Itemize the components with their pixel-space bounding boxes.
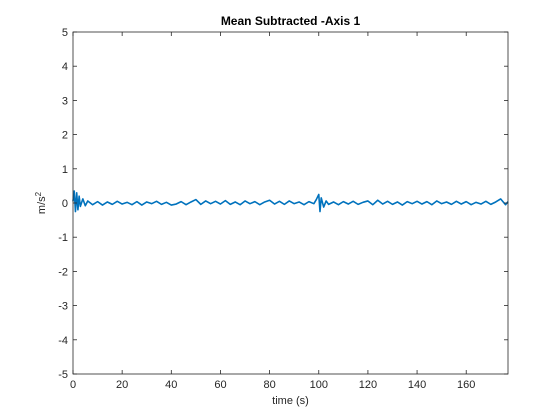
- y-tick-label: -2: [58, 266, 68, 278]
- x-tick-label: 120: [359, 379, 377, 391]
- y-tick-label: 3: [62, 95, 68, 107]
- y-tick-label: 1: [62, 164, 68, 176]
- y-axis-label-base: m/s: [36, 196, 48, 214]
- x-tick-label: 40: [165, 379, 177, 391]
- y-axis-label-exponent: 2: [34, 191, 43, 196]
- ticks-layer: 0 20 40 60 80 100 120 140 160 -5 -4 -3 -2 -1 0 1 2 3 4 5: [58, 27, 508, 391]
- x-tick-label: 80: [263, 379, 275, 391]
- y-axis-label: m/s2: [34, 191, 48, 214]
- y-tick-label: -3: [58, 301, 68, 313]
- y-tick-label: 5: [62, 27, 68, 39]
- series-line: [72, 190, 509, 213]
- series-layer: [72, 190, 509, 213]
- x-tick-label: 60: [214, 379, 226, 391]
- x-tick-label: 160: [457, 379, 475, 391]
- x-tick-label: 100: [310, 379, 328, 391]
- chart-title: Mean Subtracted -Axis 1: [221, 14, 361, 28]
- y-tick-label: 0: [62, 198, 68, 210]
- x-tick-label: 20: [116, 379, 128, 391]
- x-tick-label: 140: [408, 379, 426, 391]
- x-axis-label: time (s): [272, 395, 309, 407]
- y-tick-label: -1: [58, 232, 68, 244]
- y-tick-label: 2: [62, 130, 68, 142]
- y-tick-label: -4: [58, 335, 68, 347]
- x-tick-label: 0: [70, 379, 76, 391]
- y-tick-label: 4: [62, 61, 68, 73]
- y-tick-label: -5: [58, 369, 68, 381]
